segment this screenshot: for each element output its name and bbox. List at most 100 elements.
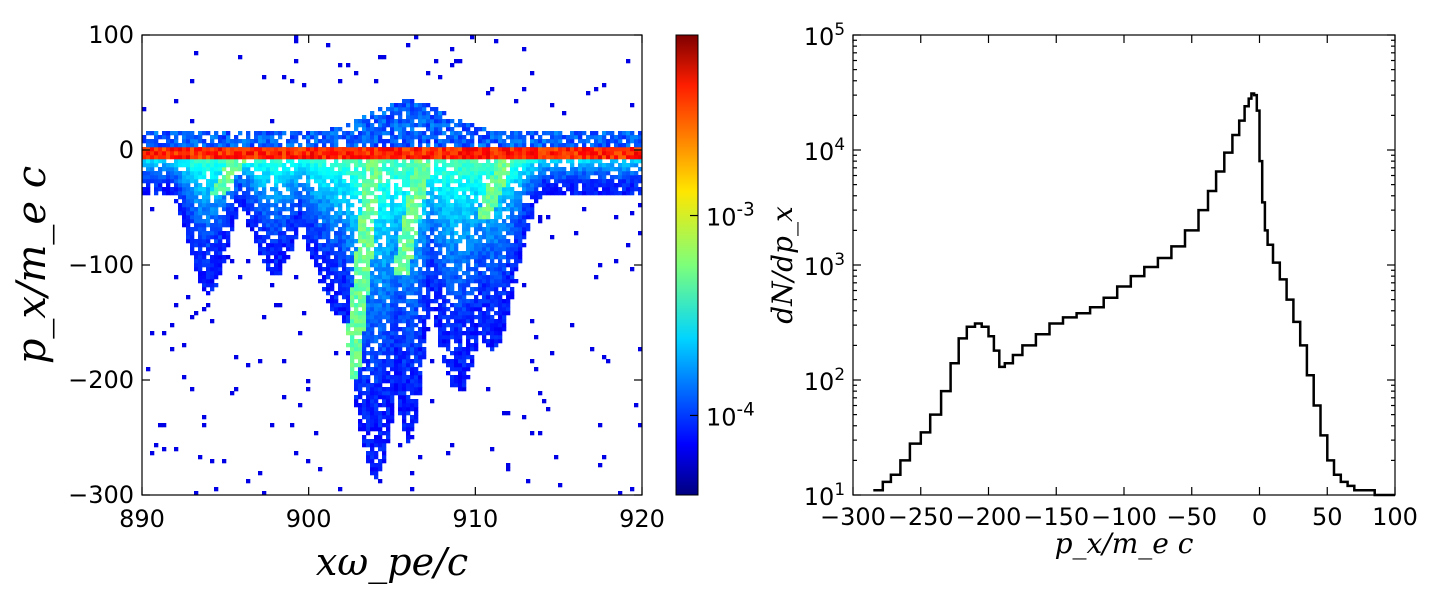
heatmap-cell <box>342 151 347 156</box>
heatmap-cell <box>402 279 407 284</box>
heatmap-cell <box>206 247 211 252</box>
heatmap-cell <box>610 155 615 160</box>
heatmap-cell <box>198 255 203 260</box>
heatmap-cell <box>150 143 155 148</box>
heatmap-cell <box>414 159 419 164</box>
heatmap-cell <box>226 171 231 176</box>
heatmap-cell <box>450 219 455 224</box>
heatmap-cell <box>246 131 251 136</box>
heatmap-cell <box>606 179 611 184</box>
heatmap-cell <box>350 367 355 372</box>
heatmap-cell <box>586 139 591 144</box>
heatmap-cell <box>374 291 379 296</box>
heatmap-cell <box>330 131 335 136</box>
heatmap-cell <box>154 135 159 140</box>
heatmap-cell <box>210 231 215 236</box>
heatmap-cell <box>222 195 227 200</box>
heatmap-cell <box>386 231 391 236</box>
heatmap-cell <box>418 119 423 124</box>
heatmap-cell <box>386 331 391 336</box>
heatmap-cell <box>510 247 515 252</box>
heatmap-cell <box>514 147 519 152</box>
heatmap-cell <box>154 179 159 184</box>
heatmap-cell <box>394 119 399 124</box>
heatmap-cell <box>474 131 479 136</box>
heatmap-cell <box>470 183 475 188</box>
heatmap-cell <box>422 331 427 336</box>
heatmap-cell <box>578 167 583 172</box>
heatmap-cell <box>386 239 391 244</box>
heatmap-cell <box>294 139 299 144</box>
heatmap-cell <box>194 243 199 248</box>
heatmap-cell <box>630 191 635 196</box>
heatmap-cell <box>170 139 175 144</box>
heatmap-cell <box>194 255 199 260</box>
heatmap-cell <box>402 123 407 128</box>
heatmap-cell <box>334 135 339 140</box>
heatmap-cell <box>186 131 191 136</box>
heatmap-cell <box>258 203 263 208</box>
heatmap-cell <box>554 151 559 156</box>
heatmap-y-tick-label: −200 <box>68 366 134 394</box>
heatmap-cell <box>322 171 327 176</box>
heatmap-cell <box>282 163 287 168</box>
heatmap-cell <box>286 155 291 160</box>
heatmap-cell <box>418 247 423 252</box>
heatmap-cell <box>166 187 171 192</box>
heatmap-cell <box>262 179 267 184</box>
heatmap-cell <box>466 263 471 268</box>
heatmap-cell <box>362 123 367 128</box>
heatmap-cell <box>182 139 187 144</box>
heatmap-cell <box>442 163 447 168</box>
heatmap-cell <box>426 183 431 188</box>
heatmap-cell <box>306 179 311 184</box>
heatmap-cell <box>378 115 383 120</box>
heatmap-cell <box>166 167 171 172</box>
heatmap-cell <box>502 159 507 164</box>
heatmap-cell <box>390 163 395 168</box>
heatmap-cell <box>466 339 471 344</box>
heatmap-cell <box>186 191 191 196</box>
heatmap-cell <box>362 311 367 316</box>
heatmap-cell <box>290 183 295 188</box>
heatmap-cell <box>382 263 387 268</box>
heatmap-cell <box>366 367 371 372</box>
heatmap-cell <box>202 199 207 204</box>
heatmap-cell <box>298 195 303 200</box>
heatmap-cell <box>234 143 239 148</box>
heatmap-cell <box>486 343 491 348</box>
heatmap-cell <box>578 163 583 168</box>
heatmap-cell <box>374 163 379 168</box>
heatmap-cell <box>406 331 411 336</box>
heatmap-cell <box>294 451 299 456</box>
heatmap-cell <box>614 215 619 220</box>
heatmap-cell <box>450 179 455 184</box>
heatmap-cell <box>466 231 471 236</box>
heatmap-cell <box>430 231 435 236</box>
heatmap-cell <box>446 323 451 328</box>
heatmap-cell <box>362 135 367 140</box>
heatmap-cell <box>358 283 363 288</box>
heatmap-cell <box>430 279 435 284</box>
heatmap-cell <box>458 195 463 200</box>
heatmap-cell <box>570 179 575 184</box>
heatmap-cell <box>570 135 575 140</box>
heatmap-cell <box>402 351 407 356</box>
heatmap-cell <box>350 339 355 344</box>
heatmap-cell <box>474 151 479 156</box>
heatmap-cell <box>398 115 403 120</box>
heatmap-cell <box>374 299 379 304</box>
heatmap-cell <box>366 207 371 212</box>
heatmap-cell <box>270 219 275 224</box>
heatmap-cell <box>414 171 419 176</box>
heatmap-cell <box>410 383 415 388</box>
heatmap-cell <box>146 147 151 152</box>
heatmap-cell <box>378 171 383 176</box>
heatmap-cell <box>630 135 635 140</box>
heatmap-cell <box>498 159 503 164</box>
heatmap-cell <box>198 175 203 180</box>
heatmap-cell <box>466 187 471 192</box>
heatmap-cell <box>366 459 371 464</box>
heatmap-cell <box>414 215 419 220</box>
heatmap-cell <box>494 243 499 248</box>
